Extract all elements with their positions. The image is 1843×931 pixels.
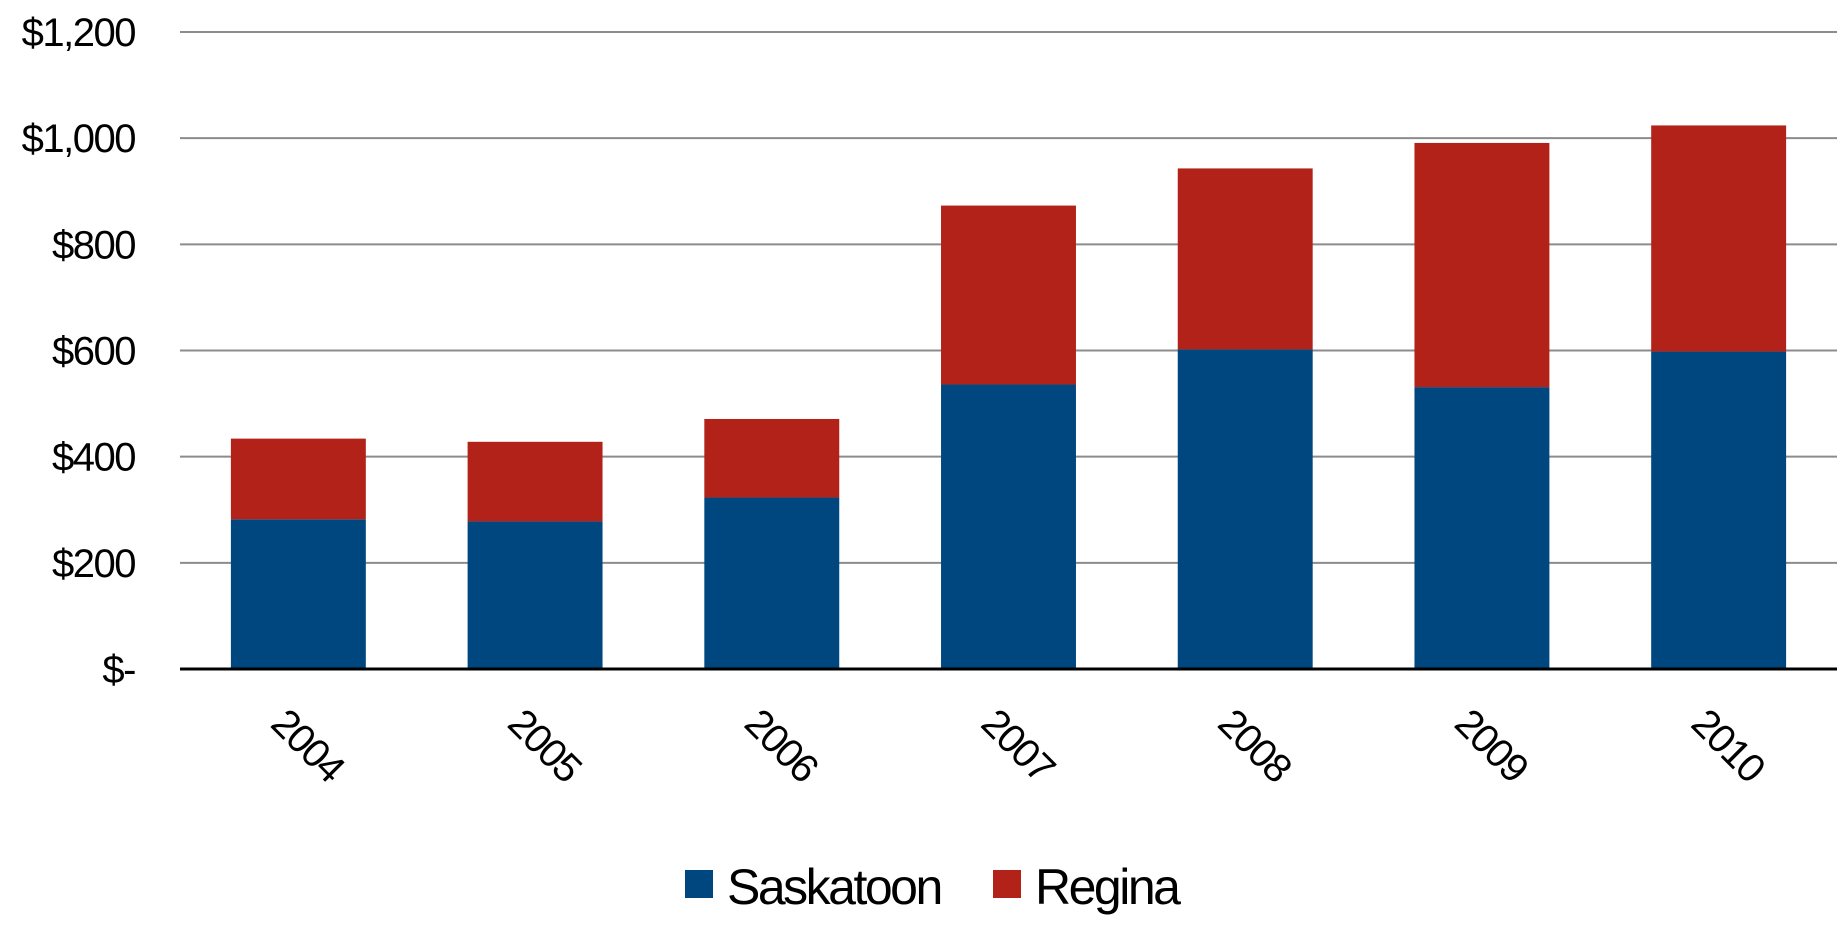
bar-regina-2010 <box>1651 125 1787 352</box>
bar-saskatoon-2004 <box>230 519 366 669</box>
x-tick-label: 2007 <box>973 701 1063 791</box>
x-tick-label: 2006 <box>736 701 826 791</box>
bar-regina-2009 <box>1414 142 1550 388</box>
legend-swatch-regina <box>993 870 1021 898</box>
y-axis-tick-labels: $- $200 $400 $600 $800 $1,000 $1,200 <box>22 11 137 692</box>
bar-saskatoon-2005 <box>467 521 603 669</box>
x-tick-label: 2005 <box>499 701 589 791</box>
y-tick-label: $400 <box>52 436 135 480</box>
y-tick-label: $600 <box>52 330 135 374</box>
bar-saskatoon-2010 <box>1651 351 1787 669</box>
x-axis-tick-labels: 2004 2005 2006 2007 2008 2009 2010 <box>263 701 1773 792</box>
bars <box>230 125 1787 669</box>
x-tick-label: 2010 <box>1683 701 1773 791</box>
bar-regina-2005 <box>467 441 603 522</box>
legend-label-regina: Regina <box>1035 859 1181 915</box>
y-tick-label: $1,200 <box>22 11 136 55</box>
legend-label-saskatoon: Saskatoon <box>727 859 941 915</box>
bar-regina-2008 <box>1177 168 1313 350</box>
y-tick-label: $800 <box>52 223 135 267</box>
bar-saskatoon-2006 <box>704 497 840 669</box>
x-tick-label: 2008 <box>1210 701 1300 791</box>
y-tick-label: $1,000 <box>22 117 136 161</box>
y-tick-label: $200 <box>52 542 135 586</box>
legend: Saskatoon Regina <box>685 859 1184 915</box>
x-tick-label: 2004 <box>263 701 354 792</box>
bar-saskatoon-2007 <box>941 384 1076 669</box>
bar-regina-2007 <box>941 205 1076 385</box>
x-tick-label: 2009 <box>1446 701 1536 791</box>
legend-swatch-saskatoon <box>685 870 713 898</box>
bar-regina-2006 <box>704 418 840 498</box>
bar-saskatoon-2008 <box>1177 349 1313 669</box>
bar-saskatoon-2009 <box>1414 387 1550 669</box>
y-tick-label: $- <box>102 648 135 692</box>
bar-regina-2004 <box>230 438 366 520</box>
